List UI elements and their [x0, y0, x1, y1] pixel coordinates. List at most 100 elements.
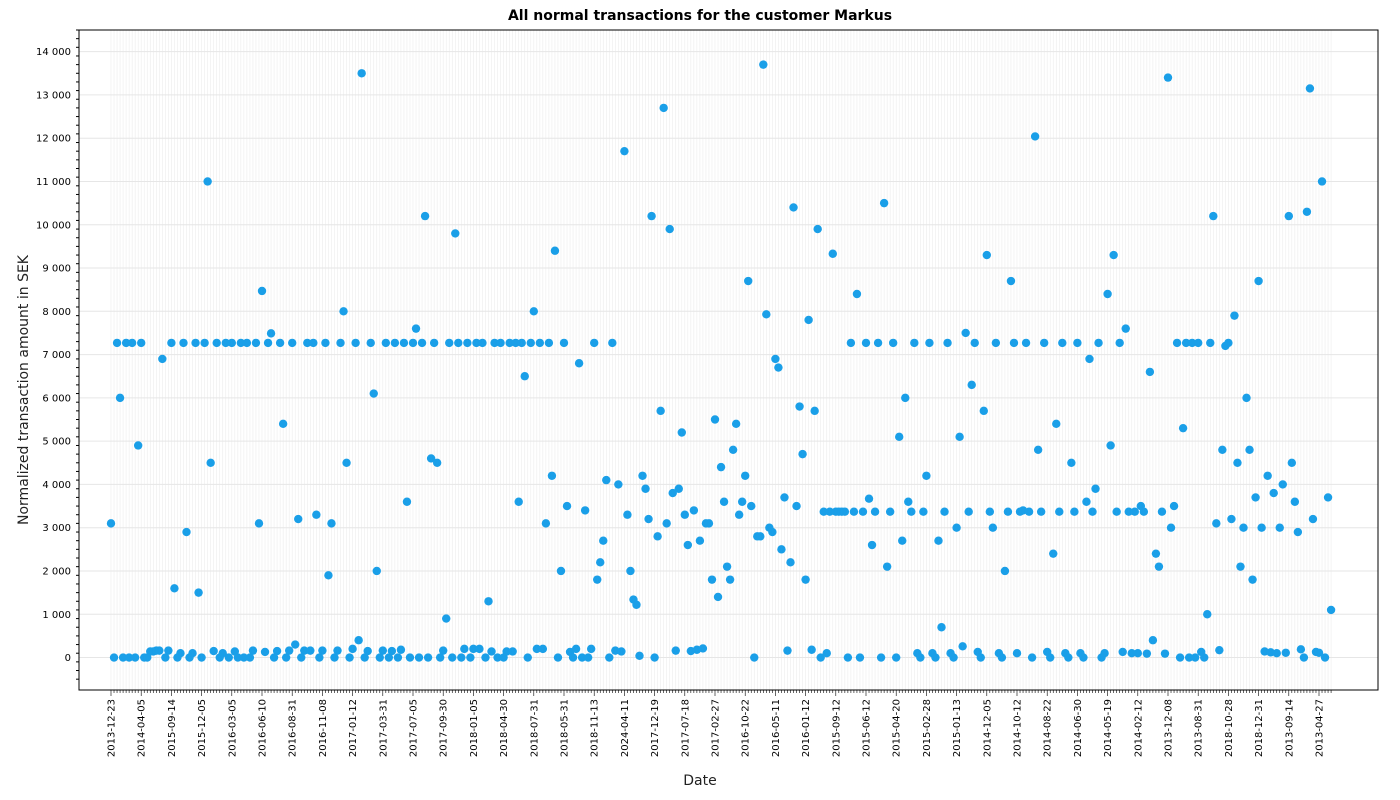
x-tick-label: 2014-06-30 — [1073, 699, 1084, 757]
data-point — [1257, 523, 1266, 532]
data-point — [1160, 649, 1170, 658]
data-point — [590, 338, 599, 348]
y-tick-label: 9 000 — [42, 264, 71, 275]
x-tick-label: 2014-04-05 — [137, 699, 148, 757]
data-point — [843, 653, 853, 662]
x-tick-label: 2017-03-31 — [378, 699, 389, 757]
data-point — [1145, 367, 1155, 377]
data-point — [254, 519, 264, 528]
data-point — [426, 454, 436, 463]
x-tick-label: 2016-03-05 — [227, 699, 238, 757]
data-point — [221, 338, 230, 348]
data-point — [1254, 276, 1263, 286]
data-point — [191, 338, 200, 348]
data-point — [330, 653, 339, 662]
data-point — [864, 494, 874, 503]
x-tick-label: 2017-02-27 — [711, 699, 722, 757]
data-point — [1139, 507, 1149, 516]
x-tick-label: 2018-05-31 — [560, 699, 571, 757]
data-point — [218, 649, 227, 658]
x-tick-label: 2014-08-22 — [1043, 699, 1054, 757]
x-tick-label: 2018-10-28 — [1224, 699, 1235, 757]
data-point — [106, 519, 116, 528]
data-point — [1064, 653, 1073, 662]
data-point — [1088, 507, 1097, 516]
data-point — [233, 653, 243, 662]
data-point — [1000, 566, 1010, 576]
data-point — [1326, 605, 1336, 615]
data-point — [1070, 507, 1079, 516]
data-point — [1181, 338, 1191, 348]
data-point — [1275, 523, 1284, 532]
data-point — [366, 338, 375, 348]
data-point — [605, 653, 614, 662]
y-tick-label: 4 000 — [42, 480, 71, 491]
data-point — [1006, 276, 1016, 286]
x-tick-label: 2015-09-14 — [167, 699, 178, 757]
data-point — [925, 338, 934, 348]
data-point — [532, 644, 542, 654]
data-point — [919, 507, 928, 516]
data-point — [200, 338, 209, 348]
data-point — [420, 211, 430, 221]
data-point — [263, 338, 273, 348]
data-point — [1178, 423, 1188, 433]
data-point — [783, 646, 792, 655]
data-point — [970, 338, 979, 348]
data-point — [1172, 338, 1182, 348]
data-point — [445, 338, 454, 348]
data-point — [454, 338, 463, 348]
x-tick-label: 2015-09-12 — [831, 699, 842, 757]
x-tick-label: 2016-01-12 — [801, 699, 812, 757]
data-point — [747, 501, 756, 511]
data-point — [115, 393, 125, 403]
data-point — [442, 614, 451, 623]
data-point — [559, 338, 569, 348]
data-point — [1290, 497, 1300, 506]
data-point — [1033, 445, 1043, 455]
data-point — [562, 501, 572, 511]
data-point — [876, 653, 886, 662]
data-point — [898, 536, 907, 545]
data-point — [1302, 207, 1312, 216]
data-point — [556, 566, 566, 576]
data-point — [124, 653, 134, 662]
data-point — [840, 507, 850, 516]
data-point — [324, 571, 333, 580]
data-point — [529, 307, 538, 316]
data-point — [1299, 653, 1309, 662]
data-point — [750, 653, 759, 662]
data-point — [242, 338, 252, 348]
x-tick-label: 2018-11-13 — [590, 699, 601, 757]
data-point — [777, 545, 786, 554]
data-point — [626, 566, 635, 576]
data-point — [203, 177, 212, 186]
data-point — [991, 338, 1001, 348]
data-point — [372, 566, 381, 576]
data-point — [722, 562, 732, 571]
data-point — [1215, 645, 1224, 655]
data-point — [553, 653, 563, 662]
data-point — [1239, 523, 1248, 532]
data-point — [127, 338, 137, 348]
y-tick-label: 6 000 — [42, 393, 71, 404]
data-point — [236, 338, 246, 348]
data-point — [1175, 653, 1185, 662]
data-point — [164, 646, 173, 655]
data-point — [641, 484, 650, 493]
data-point — [137, 338, 146, 348]
data-point — [1187, 338, 1197, 348]
data-point — [879, 198, 889, 208]
data-point — [535, 338, 545, 348]
data-point — [1109, 250, 1118, 260]
data-point — [943, 338, 952, 348]
data-point — [1100, 649, 1109, 658]
data-point — [472, 338, 481, 348]
data-point — [858, 507, 868, 516]
data-point — [1224, 338, 1233, 348]
data-point — [393, 653, 403, 662]
data-point — [466, 653, 475, 662]
data-point — [402, 497, 412, 506]
y-axis: 0 1 000 2 000 3 000 4 000 5 000 6 000 7 000 8 00… — [36, 29, 79, 680]
data-point — [816, 653, 825, 662]
